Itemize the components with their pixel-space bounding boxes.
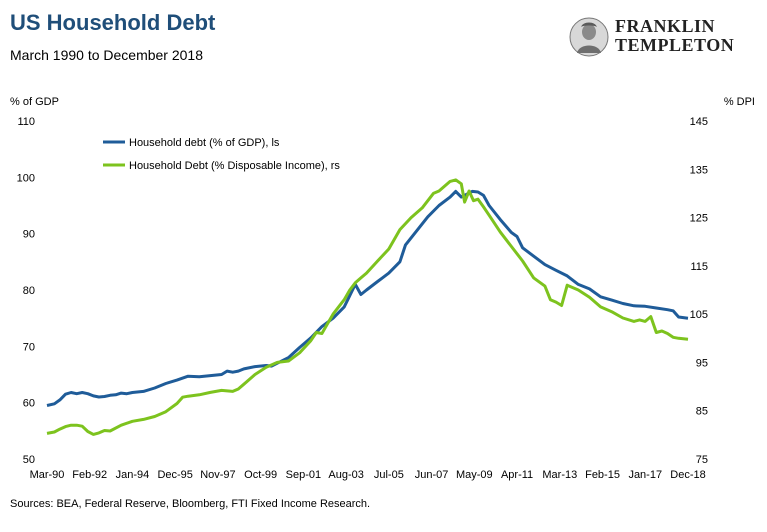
logo-line-2: TEMPLETON <box>615 35 735 55</box>
logo-line-1: FRANKLIN <box>615 16 716 36</box>
x-tick-label: Mar-90 <box>30 469 65 481</box>
x-tick-label: Jul-05 <box>374 469 404 481</box>
x-tick-label: Oct-99 <box>244 469 277 481</box>
left-tick-label: 100 <box>17 172 35 184</box>
right-tick-label: 95 <box>696 357 708 369</box>
series-line-gdp <box>46 189 689 407</box>
left-tick-label: 110 <box>17 116 35 128</box>
x-tick-label: Dec-95 <box>157 469 192 481</box>
legend-label: Household Debt (% Disposable Income), rs <box>129 160 340 172</box>
left-axis-title: % of GDP <box>10 96 59 108</box>
x-tick-label: Feb-15 <box>585 469 620 481</box>
x-tick-label: May-09 <box>456 469 493 481</box>
right-tick-label: 85 <box>696 406 708 418</box>
right-tick-label: 135 <box>690 164 708 176</box>
series-line-dpi <box>46 178 689 436</box>
x-tick-label: Dec-18 <box>670 469 705 481</box>
x-tick-label: Aug-03 <box>328 469 363 481</box>
x-tick-label: Sep-01 <box>286 469 321 481</box>
chart-title: US Household Debt <box>10 10 216 35</box>
portrait-logo-icon <box>569 17 609 57</box>
series-lines <box>46 178 689 436</box>
x-tick-label: Feb-92 <box>72 469 107 481</box>
x-tick-label: Jun-07 <box>415 469 449 481</box>
x-tick-label: Mar-13 <box>542 469 577 481</box>
right-axis-title: % DPI <box>723 96 755 108</box>
right-tick-label: 115 <box>690 261 708 273</box>
x-tick-label: Apr-11 <box>501 469 533 481</box>
left-axis-ticks: 50 60 70 80 90 100 110 <box>17 116 35 466</box>
legend-label: Household debt (% of GDP), ls <box>129 137 280 149</box>
chart-subtitle: March 1990 to December 2018 <box>10 47 203 63</box>
source-note: Sources: BEA, Federal Reserve, Bloomberg… <box>10 498 371 510</box>
left-tick-label: 70 <box>23 341 35 353</box>
right-axis-ticks: 75 85 95 105 115 125 135 145 <box>690 116 708 466</box>
x-tick-label: Nov-97 <box>200 469 235 481</box>
left-tick-label: 90 <box>23 229 35 241</box>
x-tick-label: Jan-94 <box>116 469 150 481</box>
left-tick-label: 50 <box>23 454 35 466</box>
right-tick-label: 75 <box>696 454 708 466</box>
right-tick-label: 125 <box>690 213 708 225</box>
left-tick-label: 60 <box>23 398 35 410</box>
x-tick-label: Jan-17 <box>628 469 662 481</box>
right-tick-label: 105 <box>690 309 708 321</box>
franklin-templeton-logo: FRANKLIN TEMPLETON <box>569 17 749 57</box>
legend: Household debt (% of GDP), ls Household D… <box>103 137 340 172</box>
left-tick-label: 80 <box>23 285 35 297</box>
x-axis-ticks: Mar-90 Feb-92 Jan-94 Dec-95 Nov-97 Oct-99 Sep-… <box>30 469 706 481</box>
right-tick-label: 145 <box>690 116 708 128</box>
